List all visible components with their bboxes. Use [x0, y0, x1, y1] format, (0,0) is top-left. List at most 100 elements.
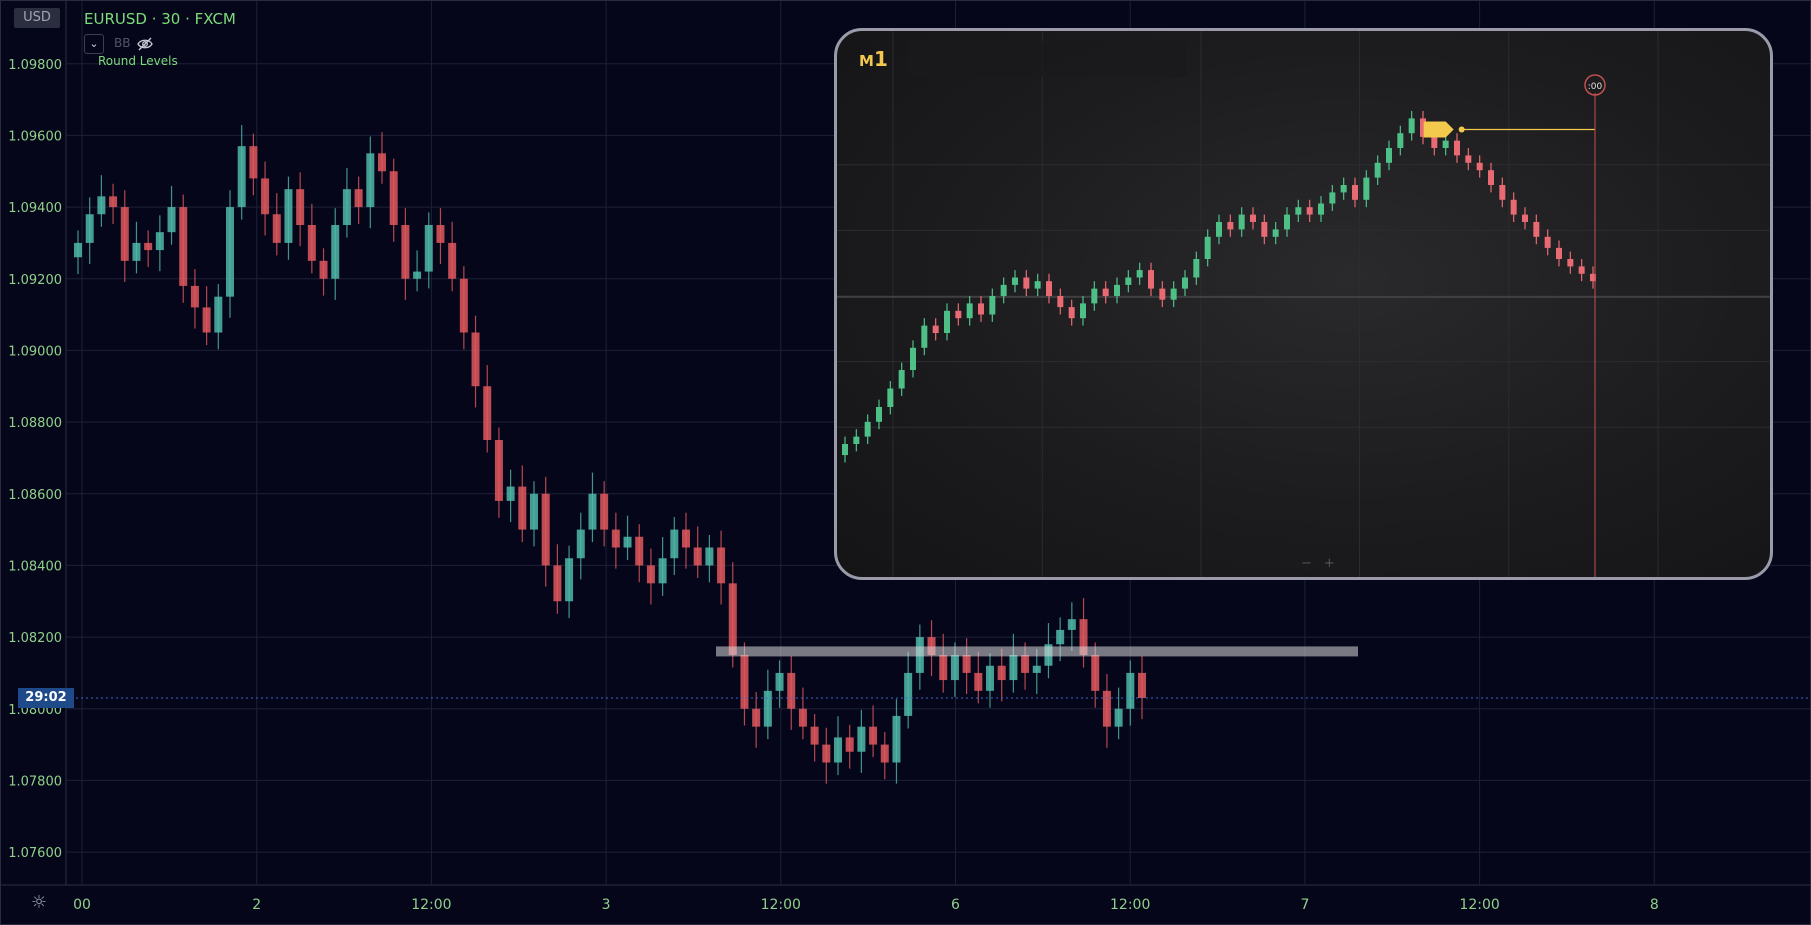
candle-body: [494, 440, 503, 501]
candle-body: [518, 486, 527, 530]
candle-body: [693, 547, 702, 566]
inset-candle-body: [1420, 118, 1426, 137]
symbol-title[interactable]: EURUSD · 30 · FXCM: [84, 10, 236, 28]
zoom-out-button[interactable]: −: [1301, 556, 1312, 571]
candle-body: [798, 708, 807, 727]
m1-inset-chart[interactable]: :00 M1 − +: [834, 28, 1773, 580]
currency-badge[interactable]: USD: [14, 8, 60, 28]
candle-body: [623, 536, 632, 548]
inset-candle-body: [944, 310, 950, 333]
inset-candle-body: [1272, 229, 1279, 237]
inset-candle-body: [1352, 185, 1358, 200]
inset-candle-body: [1306, 207, 1313, 215]
settings-icon[interactable]: ☼: [30, 892, 48, 913]
candle-body: [97, 196, 106, 215]
y-tick-label: 1.09800: [8, 58, 62, 73]
candle-body: [986, 665, 994, 691]
inset-candle-body: [1238, 214, 1245, 230]
candle-body: [85, 214, 94, 243]
inset-candle-body: [955, 310, 962, 319]
inset-candle-body: [1046, 281, 1052, 296]
candle-body: [401, 225, 410, 279]
candle-body: [1126, 672, 1135, 709]
inset-candle-body: [1567, 259, 1574, 267]
candle-body: [448, 242, 457, 279]
x-tick-label: 3: [602, 897, 611, 913]
inset-candle-body: [1114, 284, 1120, 296]
chevron-down-icon[interactable]: ⌄: [84, 34, 104, 54]
round-levels-label[interactable]: Round Levels: [98, 54, 178, 68]
candle-body: [179, 207, 188, 286]
inset-candle-body: [910, 347, 916, 370]
inset-candle-body: [978, 303, 984, 315]
candle-body: [319, 260, 328, 279]
inset-candle-body: [1204, 236, 1211, 259]
inset-zoom-controls[interactable]: − +: [1295, 556, 1341, 571]
countdown-badge: 29:02: [18, 688, 74, 708]
inset-candle-body: [876, 407, 882, 422]
inset-candle-body: [1590, 273, 1596, 282]
y-tick-label: 1.09600: [8, 129, 62, 144]
candle-body: [354, 189, 363, 208]
candle-body: [506, 486, 515, 501]
inset-chart-svg[interactable]: :00: [837, 31, 1770, 577]
candle-body: [1091, 655, 1100, 691]
inset-candle-body: [853, 436, 860, 444]
candle-body: [307, 225, 316, 261]
inset-candle-body: [1125, 277, 1132, 285]
inset-candle-body: [1136, 270, 1143, 278]
candle-body: [237, 146, 246, 208]
candle-body: [787, 672, 796, 709]
x-tick-label: 12:00: [1459, 897, 1499, 913]
inset-candle-body: [1159, 288, 1166, 300]
eye-off-icon[interactable]: [136, 35, 154, 53]
candle-body: [939, 655, 948, 681]
inset-timeframe[interactable]: M1: [859, 47, 888, 71]
candle-body: [249, 146, 258, 179]
candle-body: [272, 214, 281, 243]
candle-body: [202, 307, 211, 333]
inset-candle-body: [1522, 214, 1528, 222]
candle-body: [120, 207, 129, 261]
entry-marker-icon[interactable]: [1423, 121, 1454, 138]
inset-candle-body: [1227, 222, 1234, 230]
inset-candle-body: [1454, 140, 1460, 156]
candle-body: [892, 715, 901, 763]
candle-body: [459, 278, 468, 333]
candle-body: [167, 207, 176, 233]
candle-body: [296, 189, 305, 225]
inset-candle-body: [1170, 288, 1177, 300]
candle-body: [927, 637, 936, 655]
inset-candle-body: [989, 296, 996, 315]
inset-candle-body: [932, 325, 939, 333]
inset-candle-body: [1431, 136, 1438, 148]
candle-body: [1102, 690, 1111, 727]
x-tick-label: 6: [951, 897, 960, 913]
y-tick-label: 1.07800: [8, 774, 62, 789]
timer-icon[interactable]: [1584, 74, 1606, 96]
candle-body: [728, 583, 737, 655]
candle-body: [752, 708, 761, 727]
bollinger-indicator-label[interactable]: BB: [114, 36, 131, 50]
inset-toolbar: [907, 41, 1187, 77]
inset-candle-body: [1023, 277, 1030, 289]
candle-body: [670, 529, 679, 559]
candle-body: [424, 225, 433, 272]
x-tick-label: 00: [73, 897, 91, 913]
candle-body: [1021, 655, 1030, 673]
x-tick-label: 2: [252, 897, 261, 913]
zoom-in-button[interactable]: +: [1323, 556, 1335, 571]
candle-body: [378, 153, 386, 172]
inset-candle-body: [1102, 288, 1109, 296]
candle-body: [600, 493, 609, 530]
inset-candle-body: [1295, 207, 1302, 215]
candle-body: [109, 196, 118, 208]
inset-candle-body: [1284, 214, 1290, 230]
inset-candle-body: [1340, 185, 1347, 193]
candle-body: [869, 726, 878, 745]
candle-body: [1032, 665, 1041, 673]
inset-candle-body: [1488, 170, 1494, 185]
support-zone[interactable]: [716, 646, 1358, 657]
candle-body: [717, 547, 726, 584]
inset-candle-body: [1091, 288, 1098, 304]
